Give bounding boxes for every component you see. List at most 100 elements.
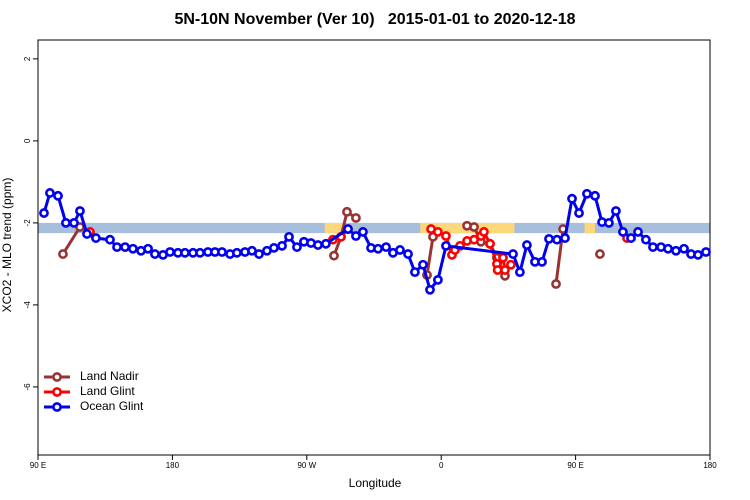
point <box>469 222 479 232</box>
point <box>91 233 101 243</box>
point <box>410 267 420 278</box>
y-tick-label: -2 <box>23 219 32 227</box>
point <box>292 242 302 252</box>
legend-marker <box>52 402 62 412</box>
legend-marker <box>52 387 62 397</box>
point <box>508 249 518 259</box>
point <box>75 206 85 216</box>
point <box>611 206 621 216</box>
point <box>373 243 383 254</box>
point <box>232 247 242 258</box>
point <box>551 279 561 289</box>
point <box>180 247 190 258</box>
series-line <box>42 191 707 293</box>
y-axis-title: XCO2 - MLO trend (ppm) <box>0 178 14 313</box>
point <box>358 227 368 237</box>
point <box>150 249 160 259</box>
point <box>343 224 353 234</box>
x-tick-label: 90 E <box>30 461 46 470</box>
point <box>485 238 495 249</box>
point <box>498 252 508 263</box>
point <box>195 247 205 258</box>
ocean-strip <box>38 222 710 234</box>
point <box>69 217 79 228</box>
legend-label: Ocean Glint <box>80 399 144 413</box>
chart-title: 5N-10N November (Ver 10) 2015-01-01 to 2… <box>174 11 575 28</box>
point <box>143 243 153 254</box>
point <box>321 238 331 249</box>
land-strip <box>584 222 596 234</box>
point <box>648 242 658 252</box>
point <box>381 242 391 252</box>
point <box>567 193 577 204</box>
point <box>58 249 68 259</box>
x-axis-title: Longitude <box>349 476 402 490</box>
point <box>425 284 435 295</box>
x-tick-label: 90 W <box>297 461 316 470</box>
point <box>633 227 643 237</box>
plot-frame <box>37 39 711 456</box>
point <box>418 259 428 270</box>
point <box>313 240 323 250</box>
point <box>500 265 510 275</box>
point <box>506 259 516 270</box>
y-tick-label: -6 <box>23 383 32 391</box>
point <box>574 208 584 218</box>
point <box>351 231 361 241</box>
point <box>128 243 138 254</box>
point <box>560 233 570 243</box>
point <box>544 233 554 244</box>
point <box>641 234 651 245</box>
legend-marker <box>52 372 62 382</box>
legend-label: Land Nadir <box>80 369 139 383</box>
point <box>120 242 130 252</box>
point <box>618 227 628 237</box>
legend-label: Land Glint <box>80 384 135 398</box>
point <box>693 249 703 260</box>
point <box>433 227 443 237</box>
point <box>679 243 689 254</box>
x-tick-label: 180 <box>703 461 717 470</box>
point <box>590 190 600 201</box>
y-tick-label: 2 <box>23 56 32 61</box>
x-tick-label: 0 <box>439 461 444 470</box>
point <box>284 231 294 242</box>
y-tick-label: 0 <box>23 138 32 143</box>
point <box>45 188 55 198</box>
x-tick-label: 180 <box>166 461 180 470</box>
point <box>671 245 681 256</box>
point <box>537 256 547 267</box>
point <box>217 247 227 257</box>
land-strip <box>324 222 346 234</box>
point <box>595 249 605 259</box>
point <box>441 231 451 241</box>
point <box>112 242 122 252</box>
point <box>522 240 532 250</box>
point <box>403 249 413 259</box>
x-tick-label: 90 E <box>567 461 583 470</box>
point <box>469 234 479 245</box>
point <box>82 229 92 239</box>
point <box>277 240 287 251</box>
point <box>604 217 614 228</box>
point <box>395 245 405 255</box>
point <box>479 227 489 237</box>
point <box>165 247 175 257</box>
point <box>105 234 115 245</box>
point <box>61 217 71 228</box>
point <box>441 240 451 251</box>
point <box>342 206 352 217</box>
point <box>351 213 361 223</box>
point <box>329 250 339 261</box>
point <box>582 188 592 199</box>
point <box>626 233 636 243</box>
point <box>53 190 63 201</box>
point <box>433 274 443 285</box>
point <box>663 243 673 254</box>
point <box>269 243 279 253</box>
point <box>701 247 711 257</box>
point <box>39 208 49 218</box>
point <box>514 267 525 278</box>
point <box>552 234 562 245</box>
